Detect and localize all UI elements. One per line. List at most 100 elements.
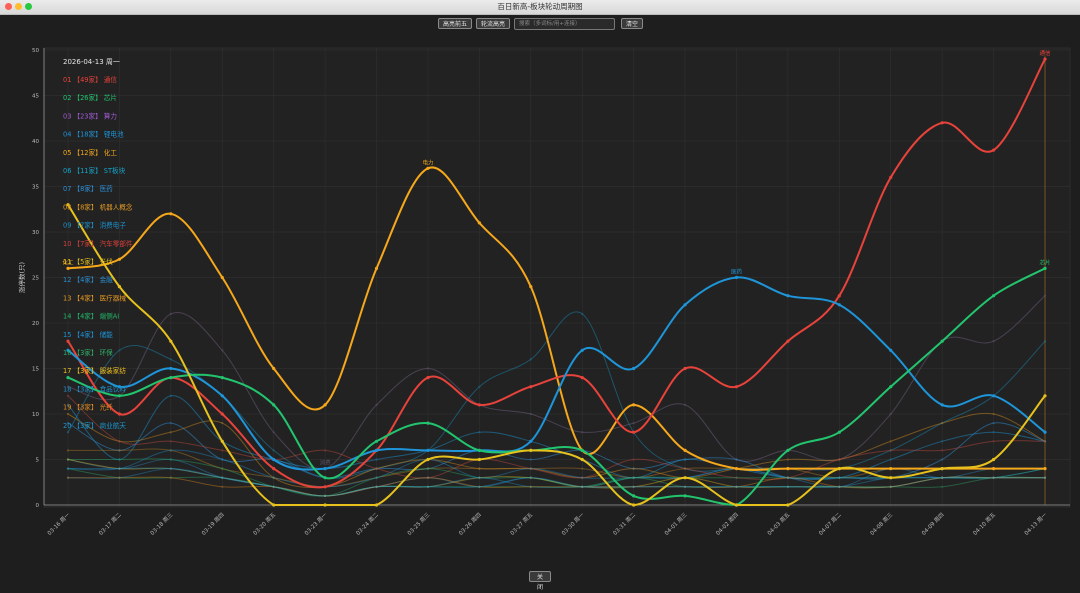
legend-name: 商业航天 bbox=[100, 421, 127, 430]
legend-item[interactable]: 18 【3家】 食品饮料 bbox=[63, 384, 126, 393]
legend-item[interactable]: 15 【4家】 储能 bbox=[63, 330, 113, 339]
data-point bbox=[786, 294, 790, 298]
legend-item[interactable]: 07 【8家】 医药 bbox=[63, 184, 113, 193]
legend-rank: 05 bbox=[63, 149, 71, 157]
chart-date-label: 2026-04-13 周一 bbox=[63, 58, 120, 66]
data-point bbox=[632, 422, 635, 425]
data-point bbox=[478, 431, 481, 434]
legend-name: 机器人概念 bbox=[100, 202, 133, 211]
legend-item[interactable]: 12 【4家】 金融 bbox=[63, 275, 113, 284]
legend-item[interactable]: 03 【23家】 算力 bbox=[63, 111, 117, 120]
data-point bbox=[735, 485, 738, 488]
legend-item[interactable]: 06 【11家】 ST板块 bbox=[63, 166, 126, 175]
data-point bbox=[992, 476, 995, 479]
minimize-window-icon[interactable] bbox=[15, 3, 22, 10]
data-point bbox=[221, 458, 224, 461]
data-point bbox=[66, 385, 70, 388]
data-point bbox=[1043, 467, 1047, 471]
legend-name: 通信 bbox=[104, 75, 118, 84]
data-point bbox=[581, 485, 584, 488]
legend-item[interactable]: 10 【7家】 汽车零部件 bbox=[63, 239, 133, 248]
data-point bbox=[941, 476, 944, 479]
data-point bbox=[478, 467, 481, 470]
legend-item[interactable]: 08 【8家】 机器人概念 bbox=[63, 202, 133, 211]
data-point bbox=[169, 431, 172, 434]
data-point bbox=[529, 476, 532, 479]
legend-item[interactable]: 01 【49家】 通信 bbox=[63, 75, 117, 84]
data-point bbox=[1043, 430, 1047, 434]
legend-rank: 13 bbox=[63, 294, 71, 302]
close-button[interactable]: 关闭 bbox=[529, 571, 551, 591]
data-point bbox=[991, 457, 996, 462]
data-point bbox=[117, 385, 122, 389]
data-point bbox=[323, 485, 327, 489]
clear-button[interactable]: 清空 bbox=[621, 18, 644, 29]
data-point bbox=[786, 485, 789, 488]
data-point bbox=[581, 467, 584, 470]
data-point bbox=[1043, 440, 1047, 443]
y-tick-label: 20 bbox=[32, 321, 39, 327]
data-point bbox=[683, 448, 687, 452]
data-point bbox=[169, 476, 172, 479]
data-point bbox=[66, 458, 70, 461]
data-point bbox=[941, 476, 944, 479]
legend-item[interactable]: 11 【5家】 光伏 bbox=[63, 257, 113, 266]
search-input[interactable] bbox=[514, 18, 615, 30]
data-point bbox=[889, 412, 892, 416]
legend-item[interactable]: 04 【18家】 锂电池 bbox=[63, 130, 124, 139]
data-point bbox=[1043, 394, 1047, 398]
legend-count: 【11家】 bbox=[71, 166, 103, 175]
data-point bbox=[118, 476, 121, 479]
series-光纤 bbox=[66, 476, 1047, 497]
legend-name: 环保 bbox=[100, 348, 114, 357]
highlight-top5-button[interactable]: 高亮前五 bbox=[438, 18, 473, 29]
data-point bbox=[272, 431, 275, 434]
data-point bbox=[735, 485, 738, 488]
legend-count: 【7家】 bbox=[71, 221, 99, 230]
legend-item[interactable]: 20 【3家】 商业航天 bbox=[63, 421, 126, 430]
data-point bbox=[118, 458, 121, 461]
data-point bbox=[323, 503, 327, 507]
series-光伏 bbox=[66, 203, 1047, 507]
data-point bbox=[837, 467, 841, 471]
data-point bbox=[117, 394, 122, 398]
x-tick-label: 04-02 周四 bbox=[715, 511, 740, 536]
data-point bbox=[786, 476, 789, 479]
legend-item[interactable]: 19 【3家】 光纤 bbox=[63, 403, 113, 412]
data-point bbox=[426, 485, 430, 488]
x-tick-label: 03-20 周五 bbox=[252, 511, 278, 537]
data-point bbox=[632, 458, 635, 461]
close-window-icon[interactable] bbox=[5, 3, 12, 10]
data-point bbox=[66, 394, 70, 397]
maximize-window-icon[interactable] bbox=[25, 3, 32, 10]
data-point bbox=[169, 339, 173, 343]
legend-item[interactable]: 13 【4家】 医疗器械 bbox=[63, 293, 126, 302]
y-tick-label: 30 bbox=[32, 230, 39, 236]
legend-name: 储能 bbox=[100, 330, 114, 339]
legend-rank: 15 bbox=[63, 331, 71, 339]
rotate-highlight-button[interactable]: 轮流高亮 bbox=[476, 18, 511, 29]
legend-item[interactable]: 02 【26家】 芯片 bbox=[63, 93, 117, 102]
legend-item[interactable]: 09 【7家】 消费电子 bbox=[63, 221, 126, 230]
data-point bbox=[735, 485, 738, 488]
data-point bbox=[683, 494, 687, 498]
legend-item[interactable]: 16 【3家】 环保 bbox=[63, 348, 113, 357]
x-tick-label: 03-26 周四 bbox=[458, 511, 483, 536]
legend-item[interactable]: 05 【12家】 化工 bbox=[63, 148, 117, 157]
data-point bbox=[581, 431, 584, 434]
data-point bbox=[786, 503, 790, 507]
data-point bbox=[683, 303, 687, 307]
legend-item[interactable]: 17 【3家】 服装家纺 bbox=[63, 366, 126, 375]
title-bar: 百日新高-板块轮动周期图 bbox=[0, 0, 1080, 15]
legend-rank: 20 bbox=[63, 422, 71, 430]
data-point bbox=[529, 476, 532, 479]
legend-item[interactable]: 14 【4家】 端侧AI bbox=[63, 312, 119, 321]
data-point bbox=[221, 422, 224, 425]
data-point bbox=[941, 476, 944, 479]
data-point bbox=[632, 403, 636, 407]
data-point bbox=[529, 485, 532, 488]
data-point bbox=[734, 467, 739, 471]
data-point bbox=[683, 485, 687, 488]
data-point bbox=[426, 476, 430, 479]
data-point bbox=[221, 349, 224, 352]
